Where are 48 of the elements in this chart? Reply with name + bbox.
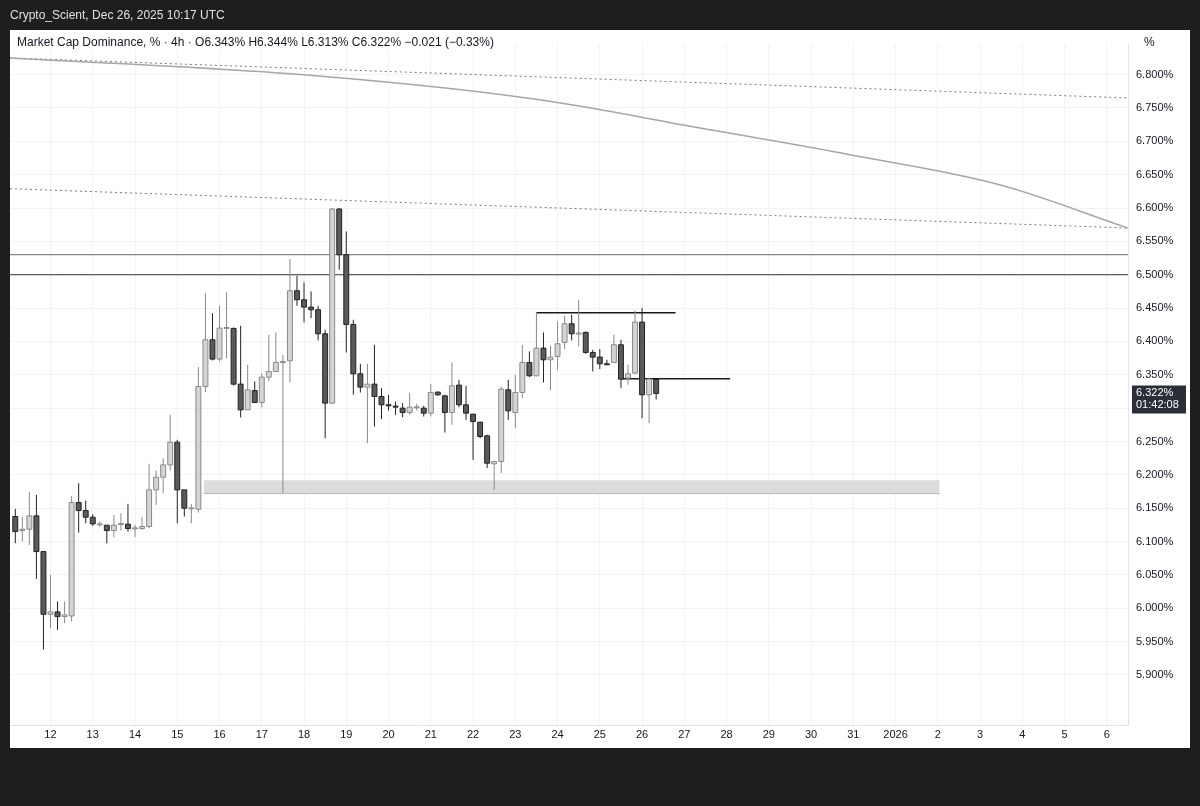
x-tick-label: 26	[635, 727, 649, 740]
y-tick-label: 6.550%	[1136, 234, 1174, 247]
x-tick-label: 21	[424, 727, 437, 740]
x-tick-label: 25	[593, 727, 606, 740]
x-tick-label: 12	[44, 727, 57, 740]
x-tick-label: 29	[762, 727, 775, 740]
y-tick-label: 6.650%	[1136, 167, 1174, 180]
x-tick-label: 24	[551, 727, 564, 740]
x-tick-label: 17	[255, 727, 268, 740]
y-tick-label: 6.450%	[1136, 301, 1174, 314]
x-tick-label: 5	[1061, 727, 1068, 740]
x-tick-label: 3	[977, 727, 984, 740]
x-tick-label: 27	[678, 727, 691, 740]
x-tick-label: 20	[382, 727, 395, 740]
y-tick-label: 6.150%	[1136, 501, 1174, 514]
x-tick-label: 19	[340, 727, 353, 740]
x-tick-label: 14	[128, 727, 142, 740]
y-tick-label: 6.100%	[1136, 534, 1174, 547]
x-tick-label: 4	[1019, 727, 1026, 740]
y-tick-label: 6.200%	[1136, 467, 1174, 480]
y-tick-label: 6.000%	[1136, 601, 1174, 614]
x-tick-label: 2	[934, 727, 941, 740]
x-tick-label: 6	[1103, 727, 1110, 740]
text: Crypto_Scient, Dec 26, 2025 10:17 UTC	[10, 8, 225, 22]
y-tick-label: 6.250%	[1136, 434, 1174, 447]
x-tick-label: 30	[804, 727, 818, 740]
x-tick-label: 13	[86, 727, 99, 740]
x-tick-label: 22	[466, 727, 480, 740]
chart-title: Market Cap Dominance, % · 4h · O6.343% H6.344% L6.313% C6.322% −0.021 (−0.33%)	[17, 35, 494, 49]
y-tick-label: 5.950%	[1136, 634, 1174, 647]
y-tick-label: 6.050%	[1136, 567, 1174, 580]
text: 6.322% 01:42:08	[1136, 385, 1179, 410]
x-tick-label: 18	[297, 727, 311, 740]
y-tick-label: 6.500%	[1136, 267, 1174, 280]
x-tick-label: 31	[847, 727, 860, 740]
y-tick-label: 6.600%	[1136, 201, 1174, 214]
x-tick-label: 15	[171, 727, 184, 740]
x-tick-label: 16	[213, 727, 226, 740]
x-tick-label: 23	[509, 727, 522, 740]
y-tick-label: 6.750%	[1136, 101, 1174, 113]
x-tick-label: 28	[720, 727, 733, 740]
y-tick-label: 6.400%	[1136, 334, 1174, 347]
y-tick-label: 6.700%	[1136, 134, 1174, 147]
y-tick-label: 5.900%	[1136, 668, 1174, 680]
x-tick-label: 2026	[883, 727, 908, 740]
y-tick-label: 6.350%	[1136, 367, 1174, 380]
y-tick-label: 6.800%	[1136, 67, 1174, 80]
y-axis-title: %	[1144, 35, 1155, 49]
